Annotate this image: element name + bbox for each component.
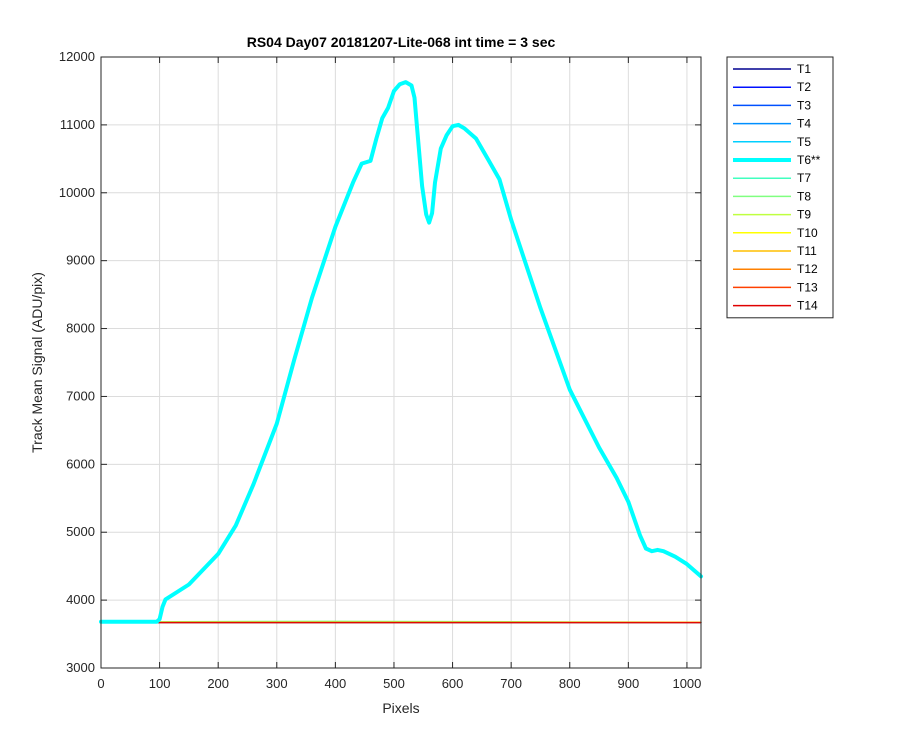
x-tick-label: 600 (442, 676, 464, 691)
x-tick-label: 700 (500, 676, 522, 691)
chart-title: RS04 Day07 20181207-Lite-068 int time = … (247, 34, 556, 50)
x-tick-label: 800 (559, 676, 581, 691)
x-axis-label: Pixels (382, 700, 419, 716)
y-tick-label: 10000 (59, 185, 95, 200)
y-tick-label: 7000 (66, 388, 95, 403)
legend-entry-label: T10 (797, 226, 818, 240)
x-tick-label: 0 (97, 676, 104, 691)
x-tick-label: 1000 (672, 676, 701, 691)
ticks: 0 100 200 300 400 500 600 700 800 900 1000 3000 4000… (59, 49, 702, 691)
y-tick-label: 4000 (66, 592, 95, 607)
y-tick-label: 11000 (60, 117, 95, 132)
y-tick-label: 3000 (66, 660, 95, 675)
x-tick-label: 400 (325, 676, 347, 691)
x-tick-label: 300 (266, 676, 288, 691)
legend-entry-label: T11 (797, 244, 817, 258)
legend-entry-label: T12 (797, 262, 818, 276)
legend: T1 T2 T3 T4 T5 T6** T7 T8 T9 T10 T11 T12 T13 T14 (726, 56, 834, 319)
x-tick-label: 200 (207, 676, 229, 691)
x-tick-label: 900 (617, 676, 639, 691)
y-tick-label: 9000 (66, 253, 95, 268)
legend-entry-label: T3 (797, 98, 811, 112)
legend-entry-label: T1 (797, 62, 811, 76)
axes-box (100, 56, 702, 669)
y-tick-label: 6000 (66, 456, 95, 471)
y-tick-label: 8000 (66, 321, 95, 336)
y-tick-label: 5000 (66, 524, 95, 539)
x-tick-label: 500 (383, 676, 405, 691)
legend-entry-label: T7 (797, 171, 811, 185)
legend-entry-label: T9 (797, 208, 811, 222)
y-axis-label: Track Mean Signal (ADU/pix) (29, 272, 45, 453)
legend-entry-label: T6** (797, 153, 821, 167)
legend-entry-label: T2 (797, 80, 811, 94)
legend-entry-label: T4 (797, 117, 811, 131)
legend-entry-label: T14 (797, 299, 818, 313)
legend-entry-label: T8 (797, 189, 811, 203)
x-tick-label: 100 (149, 676, 171, 691)
y-tick-label: 12000 (59, 49, 95, 64)
legend-entry-label: T13 (797, 280, 818, 294)
grid (100, 56, 701, 669)
legend-entry-label: T5 (797, 135, 811, 149)
legend-box (726, 56, 834, 319)
series-line-t6 (99, 80, 703, 624)
series-lines (99, 80, 703, 624)
